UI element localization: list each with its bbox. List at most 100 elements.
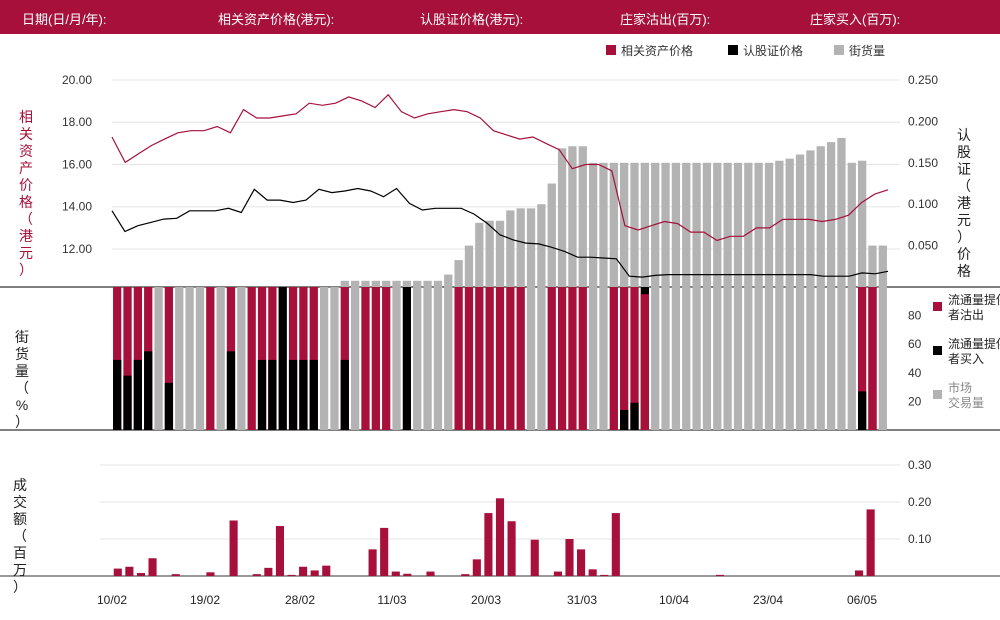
left-axis-tick: 12.00 [62, 242, 92, 256]
percent-bar [661, 287, 670, 430]
percent-bar [764, 287, 774, 430]
legend-swatch [728, 45, 738, 55]
percent-bar [609, 287, 618, 430]
street-volume-bar [464, 245, 474, 287]
turnover-bar [495, 498, 505, 576]
turnover-bar [588, 569, 597, 576]
street-volume-bar [630, 162, 639, 287]
percent-bar [651, 287, 660, 430]
turnover-axis-label: 额 [13, 511, 27, 527]
percent-bar [516, 287, 525, 430]
street-volume-bar [775, 160, 784, 287]
percent-bar [351, 287, 360, 430]
percent-bar [506, 287, 515, 430]
percent-bar [785, 287, 794, 430]
percent-bar [330, 287, 339, 430]
street-volume-bar [682, 162, 691, 287]
street-volume-bar [423, 280, 432, 287]
street-volume-bar [547, 183, 556, 287]
percent-axis-label: 货 [15, 346, 29, 362]
percent-bar [433, 287, 443, 430]
percent-bar [133, 287, 143, 430]
percent-bar [423, 287, 432, 430]
left-axis-label: 格 [19, 194, 33, 210]
street-volume-bar [723, 162, 732, 287]
legend-swatch [606, 45, 616, 55]
right-axis-label: 认 [957, 127, 971, 143]
right-axis-tick: 0.150 [908, 156, 938, 170]
percent-legend-swatch [933, 390, 942, 399]
street-volume-bar [785, 158, 794, 287]
percent-bar [599, 287, 608, 430]
percent-bar-segment [288, 359, 298, 430]
street-volume-bar [847, 162, 856, 287]
right-axis-tick: 0.250 [908, 73, 938, 87]
street-volume-bar [526, 208, 536, 287]
percent-bar [123, 287, 132, 430]
street-volume-bar [382, 280, 391, 287]
turnover-bar [507, 521, 516, 576]
percent-bar [164, 287, 174, 430]
x-axis-tick: 06/05 [847, 593, 877, 607]
percent-bar [454, 287, 463, 430]
percent-bar [382, 287, 391, 430]
street-volume-bar [733, 162, 743, 287]
percent-bar [206, 287, 215, 430]
percent-bar [237, 287, 246, 430]
turnover-bar [264, 567, 273, 576]
percent-bar [692, 287, 701, 430]
turnover-bar [611, 513, 620, 576]
x-axis-tick: 23/04 [753, 593, 783, 607]
legend-label: 相关资产价格 [621, 43, 693, 58]
percent-bar-segment [620, 409, 629, 430]
percent-bar [754, 287, 763, 430]
underlying-price-line [111, 93, 889, 242]
left-axis-label: 价 [19, 177, 33, 193]
percent-bar [278, 287, 287, 430]
percent-bar [682, 287, 691, 430]
left-axis-tick: 18.00 [62, 115, 92, 129]
left-axis-label: 产 [19, 160, 33, 176]
percent-bar-segment [133, 359, 143, 430]
percent-bar [671, 287, 681, 430]
x-axis-tick: 28/02 [285, 593, 315, 607]
header-underlying-label: 相关资产价格(港元): [218, 12, 335, 27]
turnover-bar [125, 566, 134, 576]
percent-bar [847, 287, 856, 430]
percent-bar [175, 287, 184, 430]
percent-bar [526, 287, 536, 430]
percent-bar [713, 287, 722, 430]
left-axis-tick: 16.00 [62, 157, 92, 171]
left-axis-label: 元 [19, 245, 33, 261]
percent-bar [723, 287, 732, 430]
turnover-bar [322, 565, 331, 576]
street-volume-bar [857, 160, 867, 287]
street-volume-bar [402, 280, 412, 287]
percent-bar [113, 287, 122, 430]
street-volume-bar [795, 154, 805, 287]
percent-axis-tick: 80 [908, 309, 922, 323]
percent-bar [806, 287, 815, 430]
percent-bar [878, 287, 887, 430]
percent-axis-tick: 20 [908, 394, 922, 408]
percent-bar [464, 287, 474, 430]
turnover-bar [530, 539, 539, 576]
turnover-bar [403, 573, 412, 576]
street-volume-bar [661, 162, 670, 287]
turnover-bar [484, 513, 493, 576]
percent-bar [568, 287, 577, 430]
street-volume-bar [692, 162, 701, 287]
warrant-price-line [111, 187, 889, 278]
percent-bar [268, 287, 277, 430]
turnover-bar [600, 574, 609, 576]
percent-legend-swatch [933, 302, 942, 311]
street-volume-bar [816, 146, 825, 287]
percent-bar [588, 287, 598, 430]
street-volume-bar [537, 204, 546, 287]
percent-bar-segment [123, 375, 132, 430]
percent-bar [557, 287, 567, 430]
turnover-bar [229, 520, 238, 576]
right-axis-label: 证 [957, 161, 971, 177]
street-volume-bar [878, 245, 887, 287]
percent-bar [744, 287, 753, 430]
